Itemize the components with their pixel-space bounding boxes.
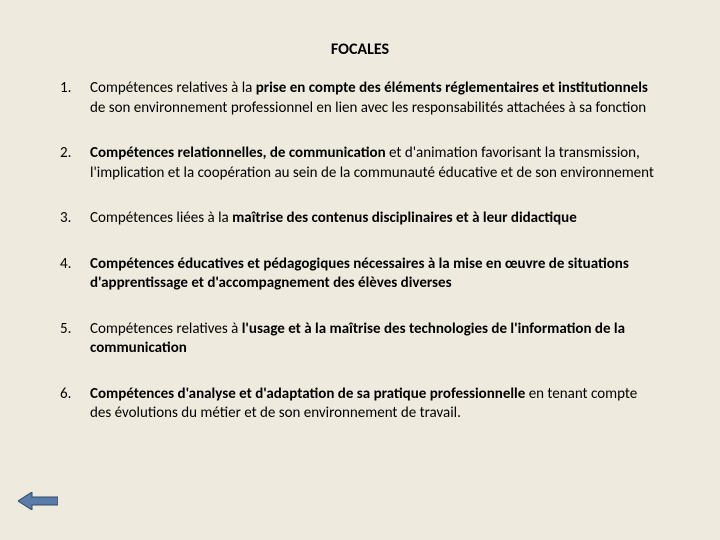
- list-item: Compétences relatives à l'usage et à la …: [60, 320, 660, 359]
- text-segment: Compétences relationnelles, de communica…: [90, 144, 389, 162]
- page-title: FOCALES: [60, 40, 660, 59]
- list-item: Compétences relatives à la prise en comp…: [60, 79, 660, 118]
- list-item: Compétences d'analyse et d'adaptation de…: [60, 385, 660, 424]
- back-arrow-icon[interactable]: [18, 492, 58, 510]
- text-segment: maîtrise des contenus disciplinaires et …: [232, 209, 577, 227]
- text-segment: Compétences relatives à la: [90, 79, 256, 97]
- list-item: Compétences éducatives et pédagogiques n…: [60, 255, 660, 294]
- text-segment: prise en compte des éléments réglementai…: [256, 79, 648, 97]
- focales-list: Compétences relatives à la prise en comp…: [60, 79, 660, 424]
- arrow-shape: [18, 492, 58, 510]
- text-segment: Compétences liées à la: [90, 209, 232, 227]
- text-segment: Compétences relatives à: [90, 320, 242, 338]
- text-segment: de son environnement professionnel en li…: [90, 99, 646, 117]
- text-segment: Compétences éducatives et pédagogiques n…: [90, 255, 629, 293]
- list-item: Compétences liées à la maîtrise des cont…: [60, 209, 660, 229]
- list-item: Compétences relationnelles, de communica…: [60, 144, 660, 183]
- text-segment: Compétences d'analyse et d'adaptation de…: [90, 385, 529, 403]
